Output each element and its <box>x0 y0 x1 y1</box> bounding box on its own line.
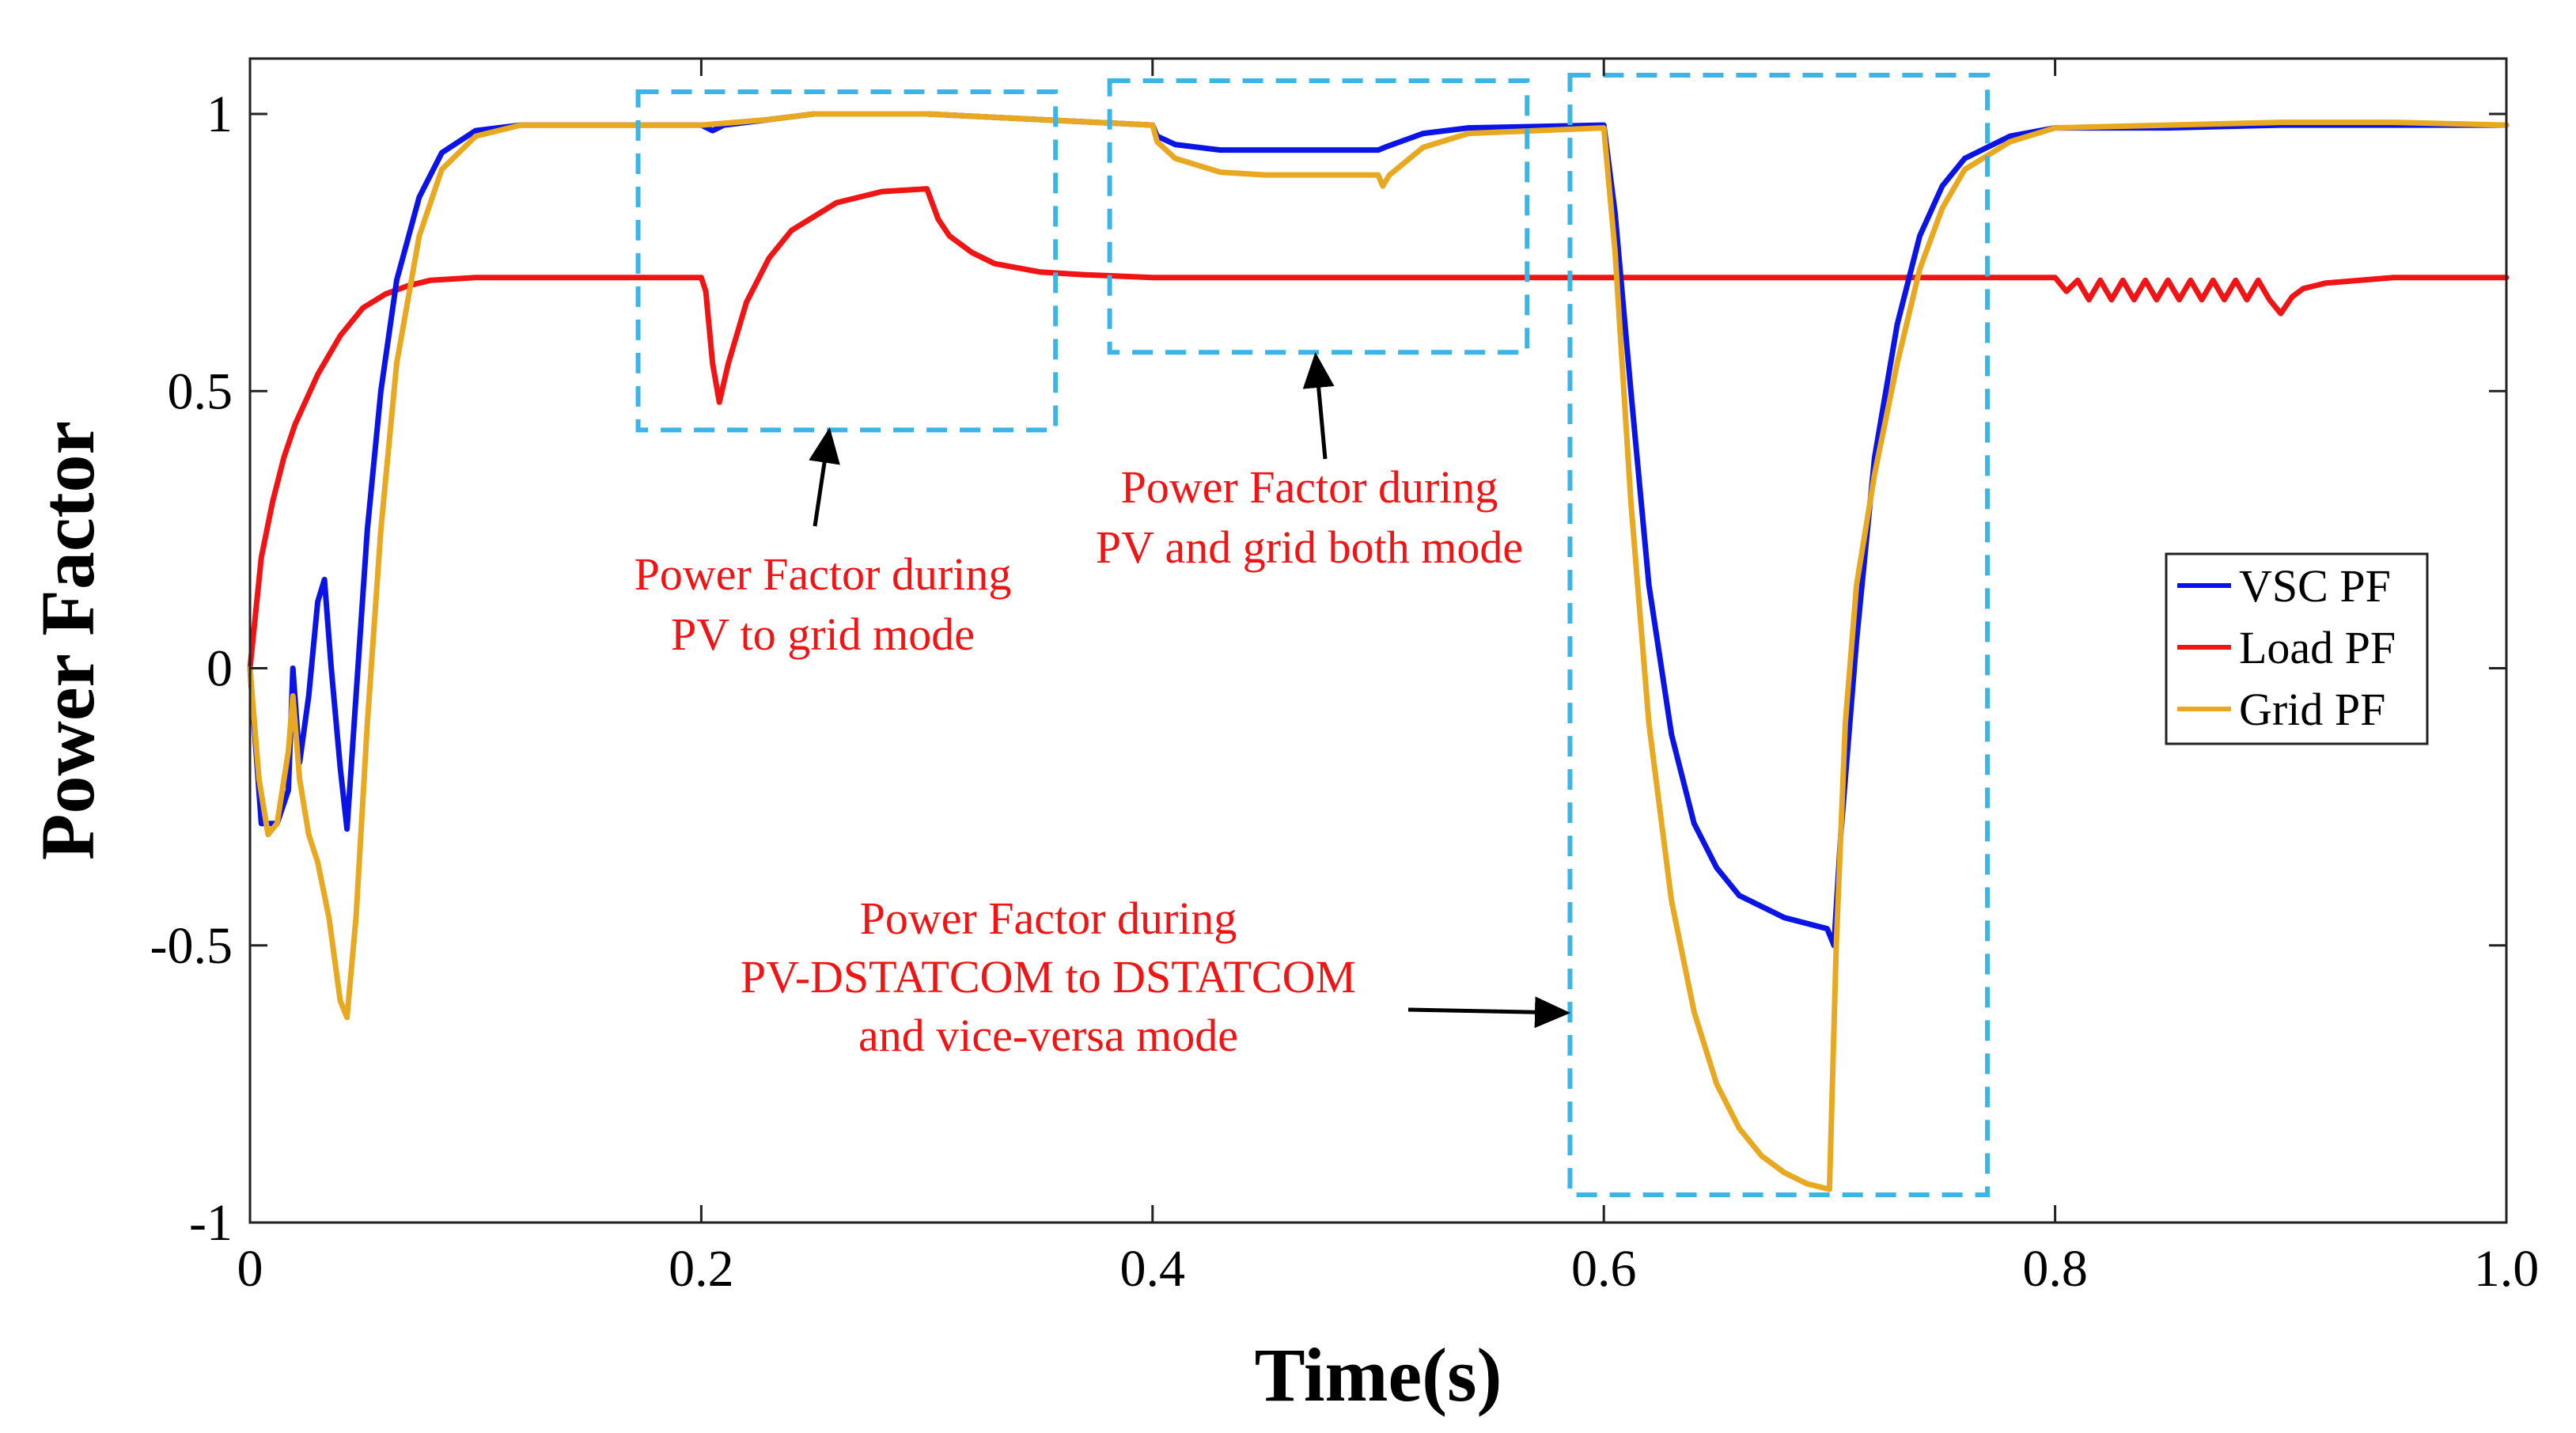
series-group <box>247 111 2510 1192</box>
arrow-pv-grid-both <box>1302 352 1335 460</box>
annotation-line: Power Factor during <box>635 548 1012 600</box>
axes <box>248 57 2508 1224</box>
annotation-box-1 <box>635 89 1059 433</box>
legend-label-load: Load PF <box>2239 622 2396 673</box>
arrow-pv-to-grid <box>809 427 840 527</box>
legend: VSC PF Load PF Grid PF <box>2165 552 2429 745</box>
annotation-label-3: Power Factor during PV-DSTATCOM to DSTATC… <box>741 893 1356 1061</box>
annotation-label-1: Power Factor during PV to grid mode <box>635 548 1012 660</box>
x-tick-label: 0 <box>237 1240 263 1298</box>
y-tick-label: -1 <box>189 1194 233 1252</box>
annotation-box-2 <box>1107 78 1530 355</box>
y-tick-label: -0.5 <box>150 917 233 975</box>
annotation-line: PV to grid mode <box>671 608 975 660</box>
series-line-load-pf <box>247 186 2510 671</box>
x-tick-label: 0.8 <box>2022 1240 2088 1298</box>
ticks: 0 0.2 0.4 0.6 0.8 1.0 -1 -0.5 0 0.5 1 <box>150 59 2540 1298</box>
y-tick-label: 0 <box>206 640 233 698</box>
y-axis-label: Power Factor <box>25 421 110 860</box>
x-tick-label: 0.6 <box>1571 1240 1637 1298</box>
annotation-labels: Power Factor during PV to grid modePower … <box>635 352 1570 1061</box>
legend-label-grid: Grid PF <box>2239 684 2385 735</box>
annotation-box-3 <box>1567 73 1991 1197</box>
annotation-line: PV-DSTATCOM to DSTATCOM <box>741 951 1356 1003</box>
x-tick-label: 1.0 <box>2474 1240 2540 1298</box>
annotation-line: Power Factor during <box>1121 461 1498 513</box>
y-tick-label: 0.5 <box>168 362 233 420</box>
legend-label-vsc: VSC PF <box>2239 560 2391 612</box>
x-axis-label: Time(s) <box>1255 1333 1502 1417</box>
plot-frame <box>248 57 2508 1224</box>
arrow-dstatcom <box>1407 996 1570 1029</box>
annotation-line: and vice-versa mode <box>858 1010 1238 1061</box>
series-line-grid-pf <box>247 111 2510 1192</box>
x-tick-label: 0.4 <box>1120 1240 1186 1298</box>
series-line-vsc-pf <box>247 111 2510 949</box>
y-tick-label: 1 <box>206 85 233 143</box>
x-tick-label: 0.2 <box>669 1240 734 1298</box>
annotation-line: PV and grid both mode <box>1096 521 1523 573</box>
annotation-line: Power Factor during <box>860 893 1237 944</box>
annotation-label-2: Power Factor during PV and grid both mode <box>1096 461 1523 573</box>
